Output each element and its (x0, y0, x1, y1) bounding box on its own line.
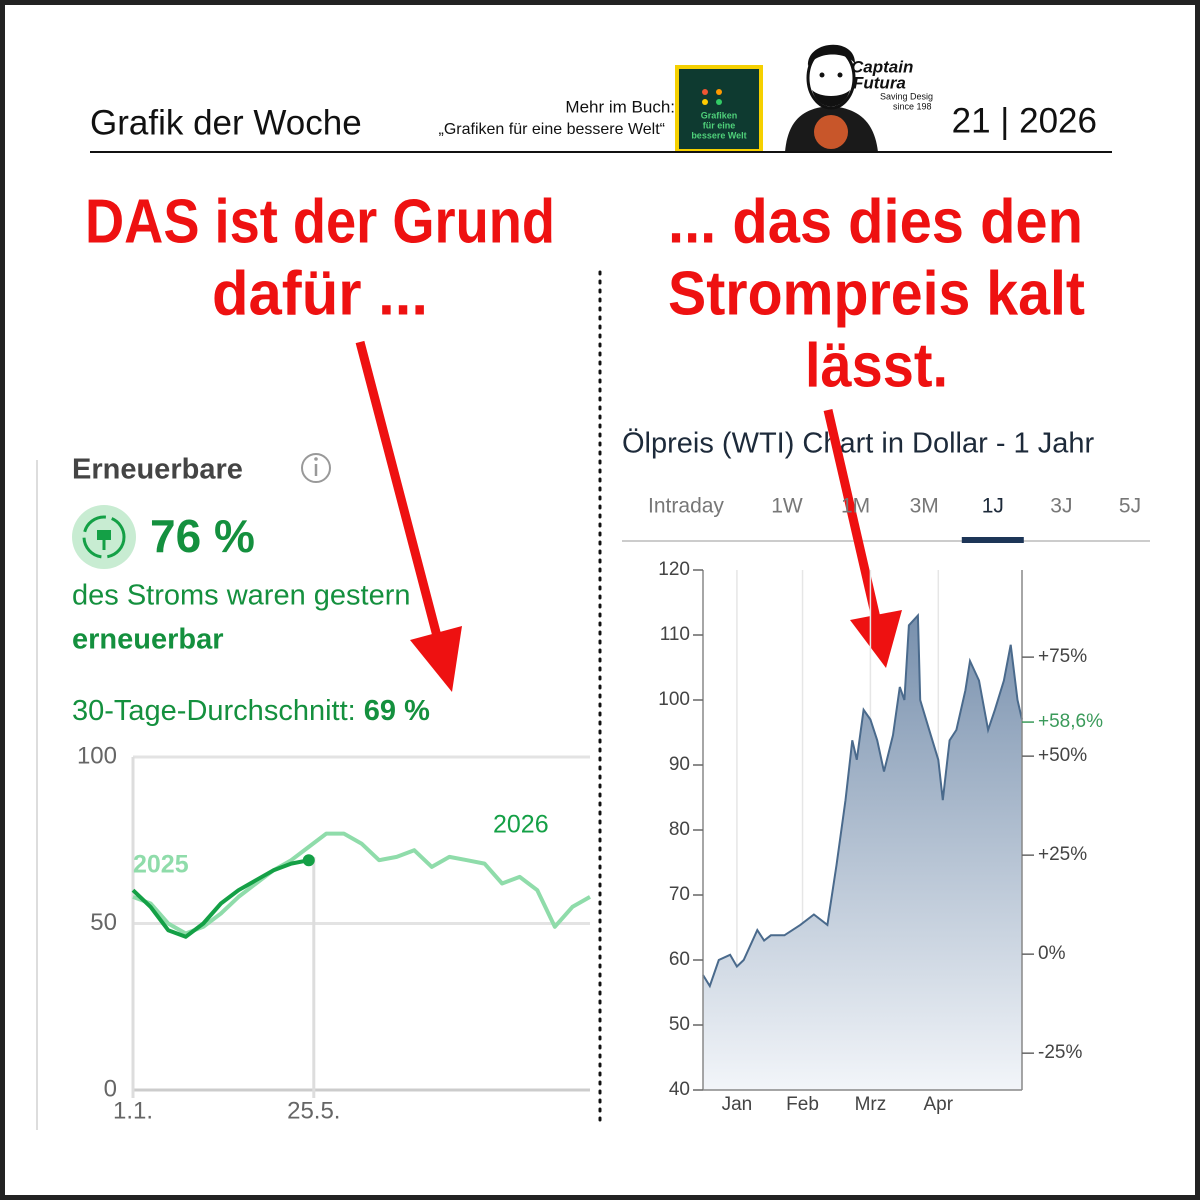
y-tick-label: 120 (658, 559, 690, 580)
y-tick-label: 50 (669, 1014, 690, 1035)
x-tick-label: Feb (786, 1094, 819, 1115)
kpi-icon (72, 505, 136, 569)
arrow (823, 408, 902, 668)
series-line (702, 613, 1023, 989)
active-tab (961, 537, 1024, 543)
brand: Captain (851, 57, 913, 76)
brand-tagline: Saving Desig (880, 91, 933, 101)
cover-line: bessere Welt (691, 130, 746, 140)
tab[interactable]: 1J (982, 495, 1004, 518)
average-value: 69 % (364, 695, 430, 727)
headline: lässt. (805, 331, 948, 400)
headline: dafür ... (212, 259, 428, 328)
y2-tick-label: -25% (1038, 1042, 1082, 1063)
headline: ... das dies den (668, 187, 1083, 256)
series-label: 2025 (133, 851, 189, 879)
y-tick-label: 100 (658, 689, 690, 710)
y-tick-label: 100 (77, 742, 117, 769)
kpi-caption: des Stroms waren gestern (72, 580, 410, 612)
y-tick-label: 40 (669, 1079, 690, 1100)
tab[interactable]: 1M (841, 495, 870, 518)
y-tick-label: 50 (90, 909, 117, 936)
tab[interactable]: 3M (910, 495, 939, 518)
y-tick-label: 70 (669, 884, 690, 905)
headline: DAS ist der Grund (85, 187, 555, 256)
headline: Strompreis kalt (668, 259, 1085, 328)
series-line (132, 831, 591, 936)
y2-tick-label: 0% (1038, 943, 1066, 964)
cover-line: für eine (703, 120, 736, 130)
y-tick-label: 0 (104, 1075, 117, 1102)
x-tick-label: Apr (924, 1094, 954, 1115)
x-tick-label: Mrz (855, 1094, 887, 1115)
last-point (302, 854, 315, 867)
tab[interactable]: 1W (771, 495, 803, 518)
kpi-label: Erneuerbare (72, 454, 243, 486)
annotation: +58,6% (1038, 711, 1103, 732)
x-tick-label: Jan (722, 1094, 753, 1115)
y-tick-label: 80 (669, 819, 690, 840)
tab[interactable]: 5J (1119, 495, 1141, 518)
tab[interactable]: Intraday (648, 495, 724, 518)
y-tick-label: 110 (660, 624, 690, 645)
kpi-value: 76 % (150, 510, 255, 562)
oil-title: Ölpreis (WTI) Chart in Dollar - 1 Jahr (622, 428, 1094, 460)
book-cover: Grafiken für eine bessere Welt (675, 65, 763, 153)
info-icon[interactable] (301, 453, 331, 483)
y-tick-label: 60 (669, 949, 690, 970)
book-title: „Grafiken für eine bessere Welt“ (439, 121, 665, 138)
issue: 21 | 2026 (952, 101, 1097, 140)
kpi-caption-bold: erneuerbar (72, 624, 224, 656)
y2-tick-label: +25% (1038, 844, 1087, 865)
caricature (785, 44, 878, 152)
book-note: Mehr im Buch: (565, 97, 675, 116)
y2-tick-label: +50% (1038, 745, 1087, 766)
brand: Futura (853, 73, 906, 92)
area-fill (703, 615, 1022, 1090)
tab[interactable]: 3J (1050, 495, 1072, 518)
header-title: Grafik der Woche (90, 103, 362, 142)
average: 30-Tage-Durchschnitt: 69 % (72, 695, 430, 727)
series-line (131, 858, 310, 939)
series-label: 2026 (493, 811, 549, 839)
y2-tick-label: +75% (1038, 646, 1087, 667)
arrow (355, 340, 462, 692)
brand-since: since 198 (893, 101, 932, 111)
y-tick-label: 90 (669, 754, 690, 775)
cover-line: Grafiken (701, 110, 738, 120)
x-tick-label: 25.5. (287, 1097, 340, 1124)
average-label: 30-Tage-Durchschnitt: (72, 695, 356, 727)
x-tick-label: 1.1. (113, 1097, 153, 1124)
